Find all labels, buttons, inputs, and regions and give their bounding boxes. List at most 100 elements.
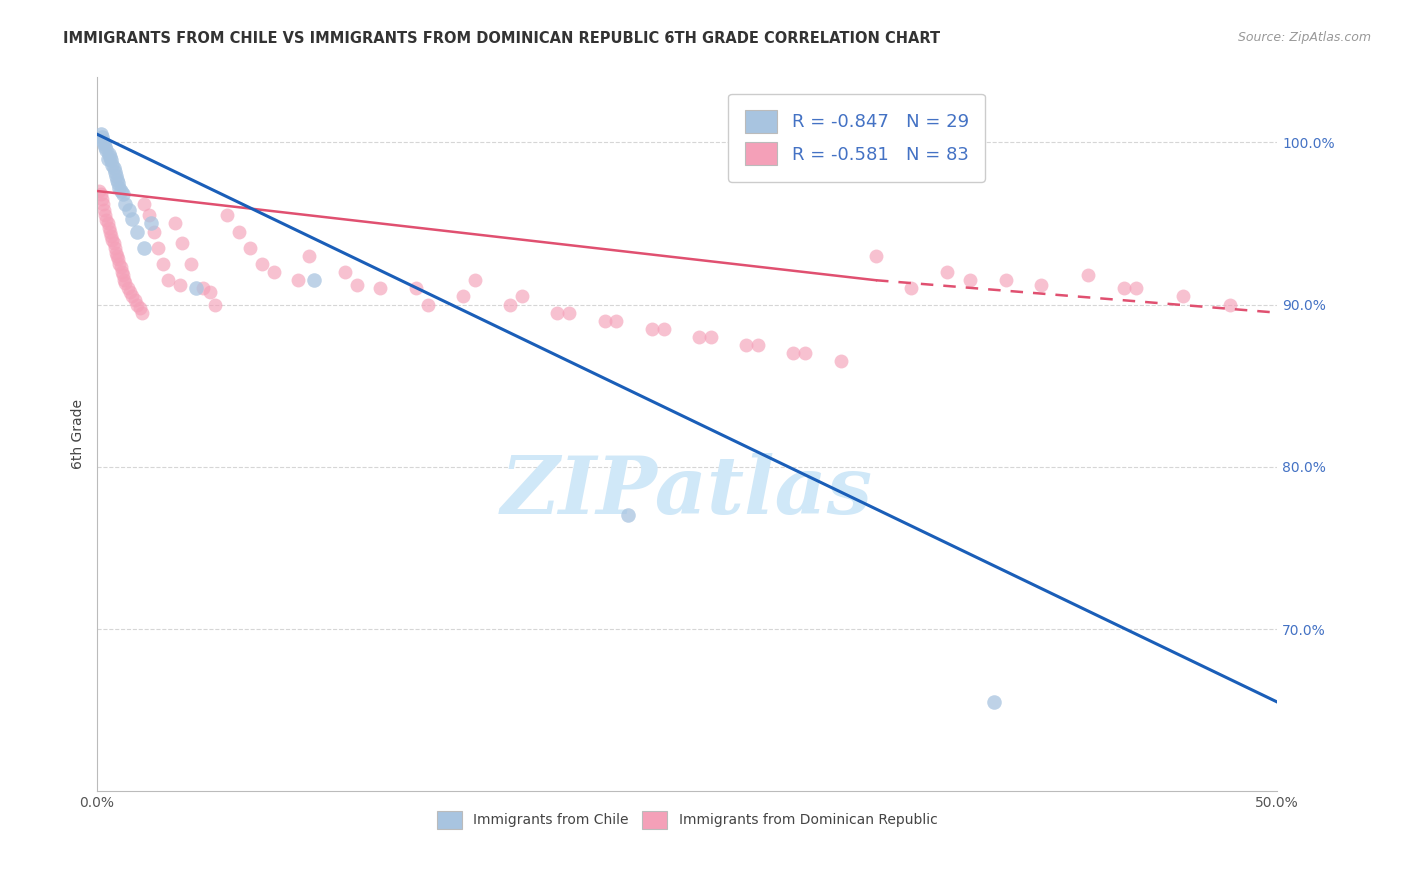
Point [935, 265, 957, 279]
Point [98, 150, 121, 164]
Point [103, 161, 125, 176]
Point [94, 208, 117, 222]
Point [114, 277, 136, 291]
Point [90, 192, 112, 206]
Point [138, 208, 160, 222]
Point [302, 273, 325, 287]
Point [105, 172, 128, 186]
Point [128, 301, 150, 315]
Point [107, 176, 129, 190]
Point [169, 278, 191, 293]
Point [121, 289, 143, 303]
Point [605, 314, 627, 328]
Point [558, 306, 581, 320]
Point [104, 241, 127, 255]
Point [510, 289, 533, 303]
Point [93, 136, 115, 151]
Point [100, 153, 122, 168]
Point [112, 273, 135, 287]
Point [134, 241, 156, 255]
Point [108, 180, 131, 194]
Point [346, 278, 368, 293]
Point [101, 233, 124, 247]
Point [204, 297, 226, 311]
Point [959, 273, 981, 287]
Point [464, 273, 486, 287]
Point [110, 184, 132, 198]
Point [451, 289, 474, 303]
Point [98, 225, 121, 239]
Point [170, 235, 193, 250]
Point [111, 187, 134, 202]
Point [97, 146, 120, 161]
Point [114, 197, 136, 211]
Point [747, 338, 769, 352]
Point [94, 140, 117, 154]
Point [499, 297, 522, 311]
Point [994, 273, 1017, 287]
Point [104, 169, 127, 184]
Point [105, 249, 128, 263]
Point [794, 346, 817, 360]
Point [1112, 281, 1135, 295]
Point [617, 508, 640, 523]
Point [983, 695, 1005, 709]
Point [163, 217, 186, 231]
Point [239, 241, 262, 255]
Point [215, 208, 238, 222]
Point [103, 235, 125, 250]
Point [110, 260, 132, 275]
Point [700, 330, 723, 344]
Point [91, 197, 114, 211]
Point [1077, 268, 1099, 283]
Point [107, 252, 129, 267]
Point [97, 221, 120, 235]
Point [90, 187, 112, 202]
Point [1125, 281, 1147, 295]
Point [108, 257, 131, 271]
Point [416, 297, 439, 311]
Point [1171, 289, 1194, 303]
Legend: Immigrants from Chile, Immigrants from Dominican Republic: Immigrants from Chile, Immigrants from D… [432, 805, 943, 834]
Point [89, 184, 111, 198]
Point [1031, 278, 1053, 293]
Point [127, 297, 149, 311]
Point [131, 306, 153, 320]
Point [180, 257, 202, 271]
Point [90, 127, 112, 141]
Point [1219, 297, 1241, 311]
Point [97, 217, 120, 231]
Point [546, 306, 568, 320]
Point [91, 134, 114, 148]
Point [117, 281, 139, 295]
Point [193, 281, 215, 295]
Text: Source: ZipAtlas.com: Source: ZipAtlas.com [1237, 31, 1371, 45]
Point [298, 249, 321, 263]
Point [121, 211, 143, 226]
Point [127, 225, 149, 239]
Point [593, 314, 616, 328]
Point [118, 203, 141, 218]
Point [652, 322, 675, 336]
Text: ZIPatlas: ZIPatlas [501, 453, 873, 530]
Point [252, 257, 274, 271]
Point [90, 130, 112, 145]
Point [186, 281, 208, 295]
Point [93, 203, 115, 218]
Point [782, 346, 804, 360]
Point [141, 217, 163, 231]
Point [333, 265, 356, 279]
Point [100, 229, 122, 244]
Point [287, 273, 309, 287]
Point [830, 354, 852, 368]
Point [735, 338, 758, 352]
Point [148, 241, 170, 255]
Point [96, 213, 118, 227]
Point [104, 245, 127, 260]
Point [111, 268, 134, 283]
Point [97, 152, 120, 166]
Point [263, 265, 285, 279]
Point [156, 273, 179, 287]
Point [104, 164, 127, 178]
Point [101, 158, 124, 172]
